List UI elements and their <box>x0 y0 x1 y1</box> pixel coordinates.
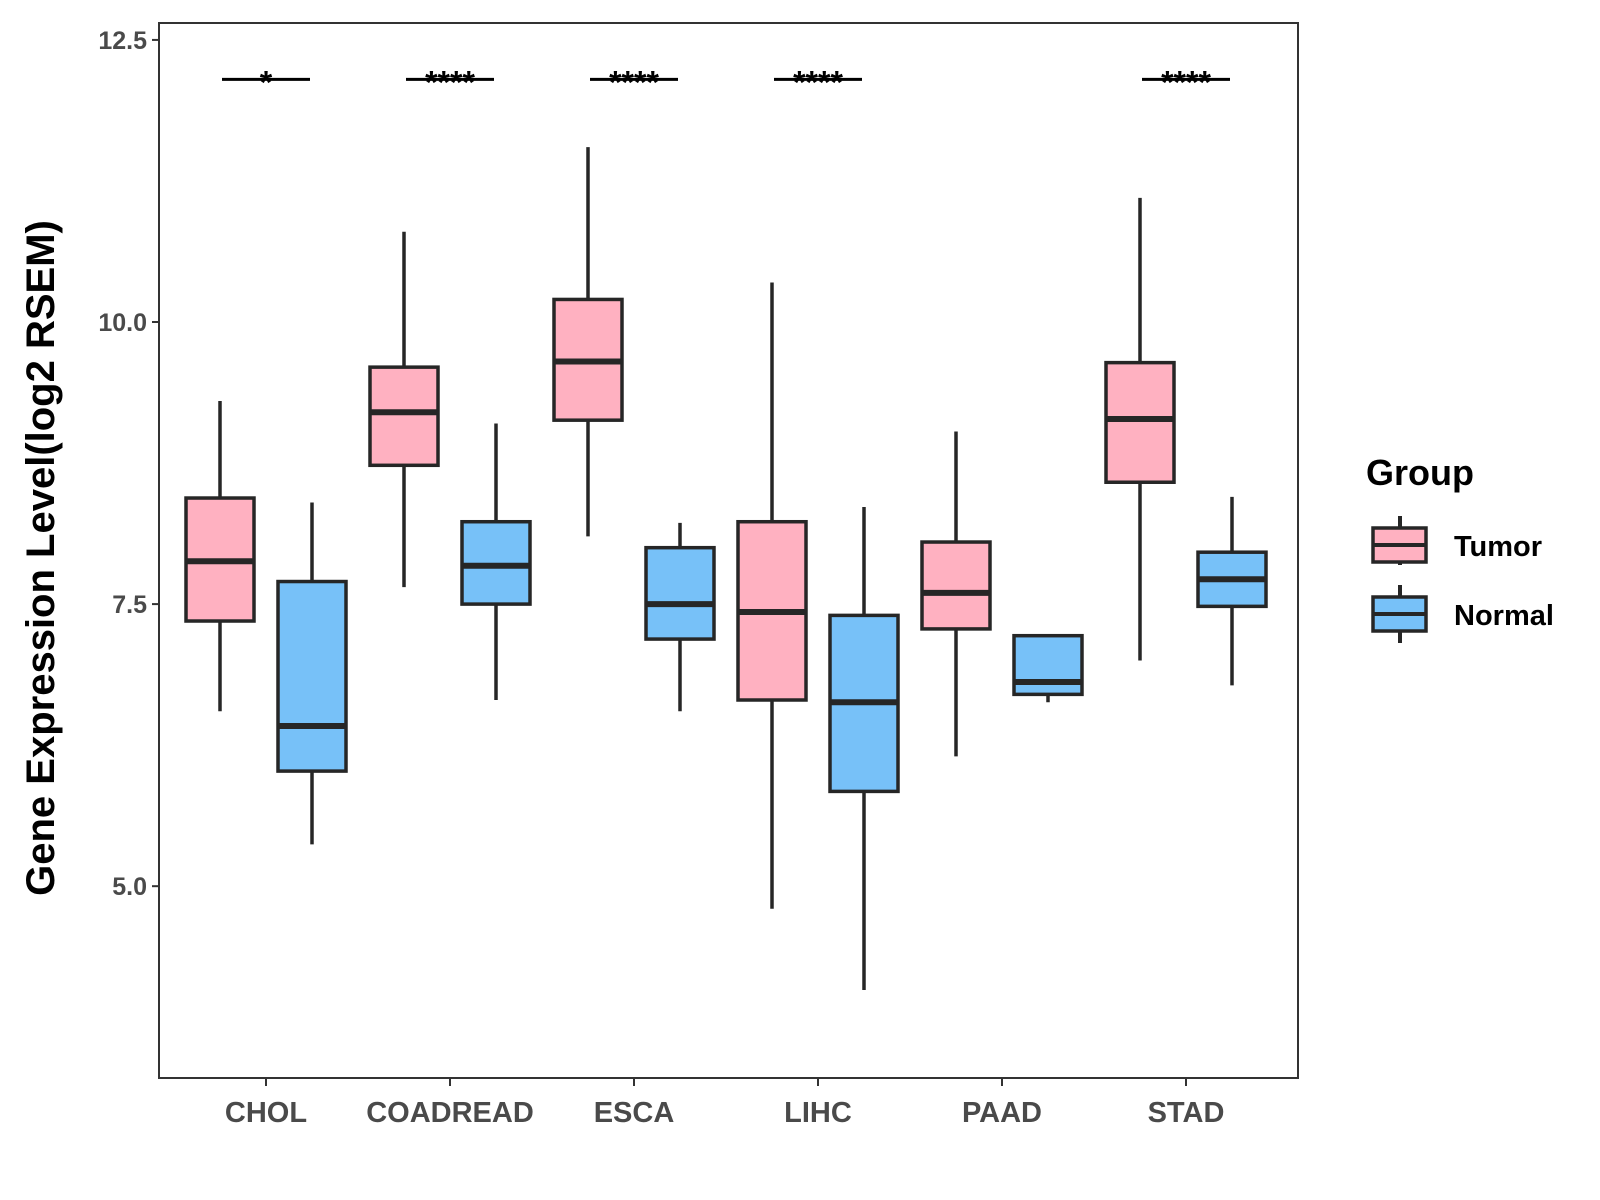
y-tick-label: 10.0 <box>98 309 147 337</box>
legend-label-normal: Normal <box>1454 600 1554 632</box>
axes-layer: 5.0 7.5 10.0 12.5 CHOL COADREAD ESCA LIHC PAAD ST… <box>98 27 1224 1129</box>
box-tumor-coadread <box>368 231 440 588</box>
plot-panel-border <box>158 22 1299 1079</box>
legend: Group Tumor Normal <box>1366 452 1554 643</box>
box-tumor-stad <box>1104 197 1176 661</box>
significance-label: **** <box>425 64 475 100</box>
y-tick-label: 12.5 <box>98 27 147 55</box>
box-normal-stad <box>1196 496 1268 686</box>
legend-item-tumor: Tumor <box>1371 516 1542 565</box>
x-tick-label-coadread: COADREAD <box>366 1097 534 1129</box>
legend-label-tumor: Tumor <box>1454 531 1542 563</box>
box-tumor-paad <box>920 431 992 757</box>
legend-item-normal: Normal <box>1371 585 1554 643</box>
box-tumor-esca <box>552 147 624 537</box>
x-tick-label-paad: PAAD <box>962 1097 1042 1129</box>
significance-chol: * <box>222 64 310 100</box>
significance-stad: **** <box>1142 64 1230 100</box>
significance-layer: * **** **** **** **** <box>222 64 1230 100</box>
legend-title: Group <box>1366 452 1474 493</box>
iqr-box <box>1104 360 1176 484</box>
box-tumor-lihc <box>736 282 808 909</box>
box-normal-coadread <box>460 423 532 701</box>
significance-label: **** <box>609 64 659 100</box>
significance-lihc: **** <box>774 64 862 100</box>
significance-label: **** <box>793 64 843 100</box>
iqr-box <box>920 540 992 631</box>
significance-label: **** <box>1161 64 1211 100</box>
significance-label: * <box>260 64 273 100</box>
x-tick-label-chol: CHOL <box>225 1097 307 1129</box>
box-normal-paad <box>1012 633 1084 703</box>
x-tick-label-esca: ESCA <box>594 1097 675 1129</box>
iqr-box <box>644 545 716 641</box>
y-axis-label: Gene Expression Level(log2 RSEM) <box>19 220 63 896</box>
iqr-box <box>276 579 348 773</box>
significance-coadread: **** <box>406 64 494 100</box>
y-tick-label: 7.5 <box>112 591 147 619</box>
x-tick-label-lihc: LIHC <box>784 1097 852 1129</box>
significance-esca: **** <box>590 64 678 100</box>
iqr-box <box>1012 633 1084 697</box>
box-normal-esca <box>644 522 716 712</box>
boxes-layer <box>184 147 1268 990</box>
box-tumor-chol <box>184 400 256 712</box>
box-normal-chol <box>276 502 348 845</box>
y-tick-label: 5.0 <box>112 873 147 901</box>
x-tick-label-stad: STAD <box>1148 1097 1225 1129</box>
box-normal-lihc <box>828 507 900 990</box>
iqr-box <box>368 365 440 468</box>
